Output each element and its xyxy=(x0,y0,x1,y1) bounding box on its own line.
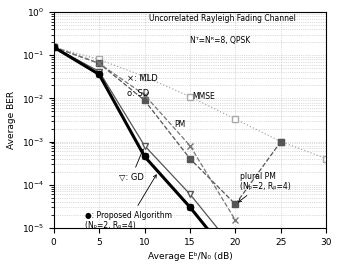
X-axis label: Average Eᵇ/N₀ (dB): Average Eᵇ/N₀ (dB) xyxy=(147,252,232,261)
Y-axis label: Average BER: Average BER xyxy=(7,91,16,149)
Text: plural PM
(Nₚ=2, Rₚ=4): plural PM (Nₚ=2, Rₚ=4) xyxy=(238,172,291,202)
Text: ●: Proposed Algorithm
(Nₚ=2, Rₚ=4): ●: Proposed Algorithm (Nₚ=2, Rₚ=4) xyxy=(85,175,173,230)
Text: PM: PM xyxy=(175,120,186,129)
Text: ×: MLD: ×: MLD xyxy=(127,74,158,83)
Text: ▽: GD: ▽: GD xyxy=(119,149,144,181)
Text: MMSE: MMSE xyxy=(193,92,216,101)
Text: Nᵀ=Nᴿ=8, QPSK: Nᵀ=Nᴿ=8, QPSK xyxy=(190,36,250,45)
Text: o: SD: o: SD xyxy=(127,89,149,98)
Text: Uncorrelated Rayleigh Fading Channel: Uncorrelated Rayleigh Fading Channel xyxy=(149,14,296,23)
